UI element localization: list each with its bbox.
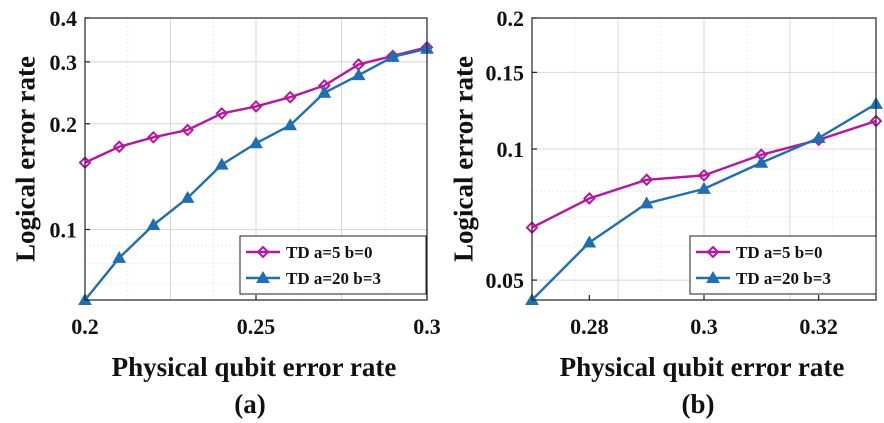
x-tick-label: 0.3: [690, 314, 718, 339]
data-point: [112, 140, 126, 154]
data-point: [351, 68, 366, 81]
data-point: [640, 173, 654, 187]
y-tick-label: 0.1: [497, 137, 525, 162]
y-axis-label-b: Logical error rate: [448, 56, 478, 262]
y-tick-label: 0.2: [50, 112, 78, 137]
legend-entry-label: TD a=5 b=0: [736, 243, 822, 262]
ticks-b: 0.28 0.3 0.32 0.05 0.1 0.15 0.2: [486, 6, 838, 339]
legend-entry-label: TD a=20 b=3: [286, 269, 381, 288]
y-tick-label: 0.05: [486, 268, 525, 293]
y-tick-label: 0.2: [497, 6, 525, 31]
data-point: [697, 181, 711, 194]
chart-panel-a: 0.2 0.25 0.3 0.1 0.2 0.3 0.4 Logical error rat…: [10, 6, 440, 419]
data-point: [582, 235, 597, 248]
data-point: [249, 100, 263, 113]
legend-b: TD a=5 b=0 TD a=20 b=3: [689, 235, 877, 295]
legend-box: [239, 235, 427, 295]
y-tick-label: 0.4: [50, 6, 78, 31]
legend-swatch-marker: [706, 245, 720, 259]
data-point: [283, 118, 298, 131]
legend-swatch-marker: [256, 245, 270, 259]
y-tick-label: 0.1: [50, 218, 78, 243]
data-point: [283, 90, 297, 104]
y-tick-label: 0.3: [50, 50, 78, 75]
x-axis-label-b: Physical qubit error rate: [560, 352, 845, 382]
data-point: [385, 49, 400, 62]
x-axis-label-a: Physical qubit error rate: [112, 352, 397, 382]
legend-a: TD a=5 b=0 TD a=20 b=3: [239, 235, 427, 295]
data-point: [146, 130, 160, 144]
series-line-td-a5-b0: [84, 46, 428, 164]
legend-entry-label: TD a=5 b=0: [286, 243, 372, 262]
legend-swatch-marker: [706, 270, 720, 283]
y-axis-label-a: Logical error rate: [10, 56, 40, 262]
panel-label-b: (b): [682, 389, 715, 419]
data-point: [811, 131, 826, 144]
data-point: [582, 192, 596, 205]
panel-label-a: (a): [234, 389, 265, 419]
y-tick-label: 0.15: [486, 60, 525, 85]
x-tick-label: 0.25: [237, 314, 276, 339]
x-tick-label: 0.32: [799, 314, 838, 339]
chart-panel-b: 0.28 0.3 0.32 0.05 0.1 0.15 0.2 Logical error …: [448, 6, 883, 419]
data-point: [317, 85, 332, 98]
legend-box: [689, 235, 877, 295]
data-point: [249, 136, 263, 149]
data-point: [214, 157, 229, 170]
legend-swatch-marker: [256, 270, 270, 283]
x-tick-label: 0.2: [71, 314, 99, 339]
x-tick-label: 0.3: [413, 314, 441, 339]
data-point: [112, 250, 127, 263]
data-point: [181, 123, 195, 137]
data-point: [215, 107, 229, 120]
legend-entry-label: TD a=20 b=3: [736, 269, 831, 288]
data-point: [180, 190, 195, 203]
data-point: [639, 196, 654, 209]
data-point: [146, 217, 161, 230]
x-tick-label: 0.28: [570, 314, 609, 339]
data-point: [697, 168, 711, 182]
ticks-a: 0.2 0.25 0.3 0.1 0.2 0.3 0.4: [50, 6, 441, 339]
data-point: [754, 155, 769, 168]
